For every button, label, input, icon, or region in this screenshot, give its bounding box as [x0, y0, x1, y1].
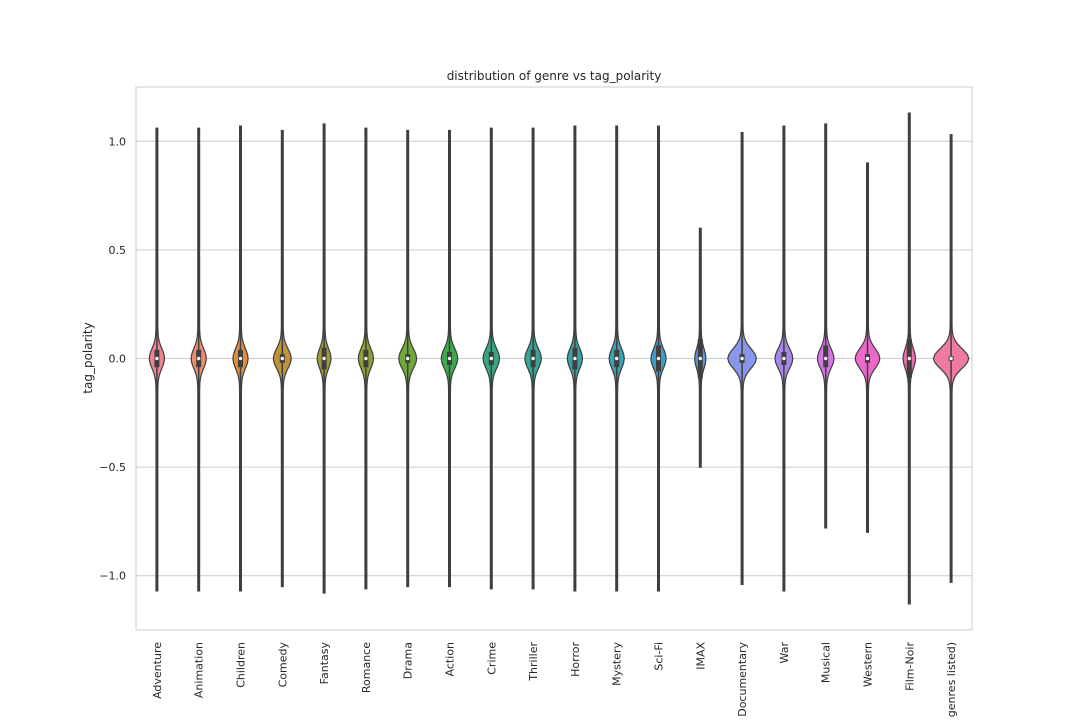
y-axis-title: tag_polarity: [81, 322, 95, 393]
violin-median-point: [447, 356, 452, 361]
x-tick-label: Adventure: [151, 642, 164, 699]
x-axis-ticks: Adventure Animation Children Comedy Fantasy R…: [151, 642, 958, 720]
chart-title: distribution of genre vs tag_polarity: [447, 69, 662, 83]
x-tick-label: Thriller: [527, 642, 540, 682]
violin-median-point: [405, 356, 410, 361]
violin-group: [272, 129, 292, 588]
x-tick-label: Animation: [193, 642, 206, 698]
x-tick-label: Romance: [360, 642, 373, 693]
violin-group: [902, 112, 917, 605]
violin-group: [524, 127, 542, 590]
x-tick-label: Children: [235, 642, 248, 688]
violin-group: [316, 123, 332, 594]
violin-group: [694, 227, 707, 468]
violin-group: [482, 127, 501, 590]
violin-median-point: [907, 356, 912, 361]
violin-median-point: [530, 356, 536, 361]
violin-median-point: [698, 356, 703, 361]
y-tick-label: −0.5: [99, 461, 126, 474]
violin-median-point: [739, 356, 745, 361]
violin-median-point: [865, 356, 870, 361]
x-tick-label: War: [778, 642, 791, 664]
violin-median-point: [321, 356, 327, 361]
x-tick-label: Musical: [820, 642, 833, 683]
violin-group: [727, 132, 757, 585]
y-tick-label: 0.0: [109, 353, 127, 366]
violin-group: [774, 125, 794, 592]
x-tick-label: Mystery: [611, 642, 624, 686]
violin-group: [357, 127, 375, 590]
violin-group: [650, 125, 667, 592]
x-tick-label: IMAX: [694, 642, 707, 670]
violin-median-point: [489, 356, 494, 361]
violin-median-point: [781, 356, 787, 361]
violin-median-point: [280, 356, 285, 361]
violin-group: [608, 125, 625, 592]
x-tick-label: Documentary: [736, 642, 749, 717]
y-axis-ticks: 1.0 0.5 0.0 −0.5 −1.0: [99, 135, 126, 582]
violins: [148, 112, 970, 605]
violin-group: [398, 129, 418, 588]
x-tick-label: Fantasy: [318, 642, 331, 685]
x-tick-label: Action: [444, 642, 457, 676]
x-tick-label: (no genres listed): [945, 642, 958, 720]
violin-median-point: [196, 356, 201, 361]
violin-median-point: [572, 356, 578, 361]
violin-group: [190, 127, 207, 592]
violin-group: [932, 134, 970, 583]
x-tick-label: Horror: [569, 642, 582, 677]
x-tick-label: Crime: [485, 642, 498, 675]
violin-median-point: [948, 356, 954, 361]
x-tick-label: Western: [862, 642, 875, 687]
violin-median-point: [656, 356, 661, 361]
violin-median-point: [238, 356, 243, 361]
x-tick-label: Sci-Fi: [653, 642, 666, 671]
y-tick-label: 0.5: [109, 244, 127, 257]
violin-median-point: [363, 356, 369, 361]
violin-group: [854, 162, 881, 533]
violin-group: [566, 125, 584, 592]
x-tick-label: Comedy: [276, 642, 289, 688]
violin-group: [816, 123, 835, 529]
violin-median-point: [823, 356, 828, 361]
violin-group: [440, 129, 459, 588]
y-tick-label: −1.0: [99, 570, 126, 583]
y-tick-label: 1.0: [109, 135, 127, 148]
violin-group: [232, 125, 249, 592]
x-tick-label: Film-Noir: [903, 642, 916, 691]
x-tick-label: Drama: [402, 642, 415, 679]
violin-median-point: [154, 356, 160, 361]
violin-median-point: [614, 356, 619, 361]
violin-group: [148, 127, 166, 592]
